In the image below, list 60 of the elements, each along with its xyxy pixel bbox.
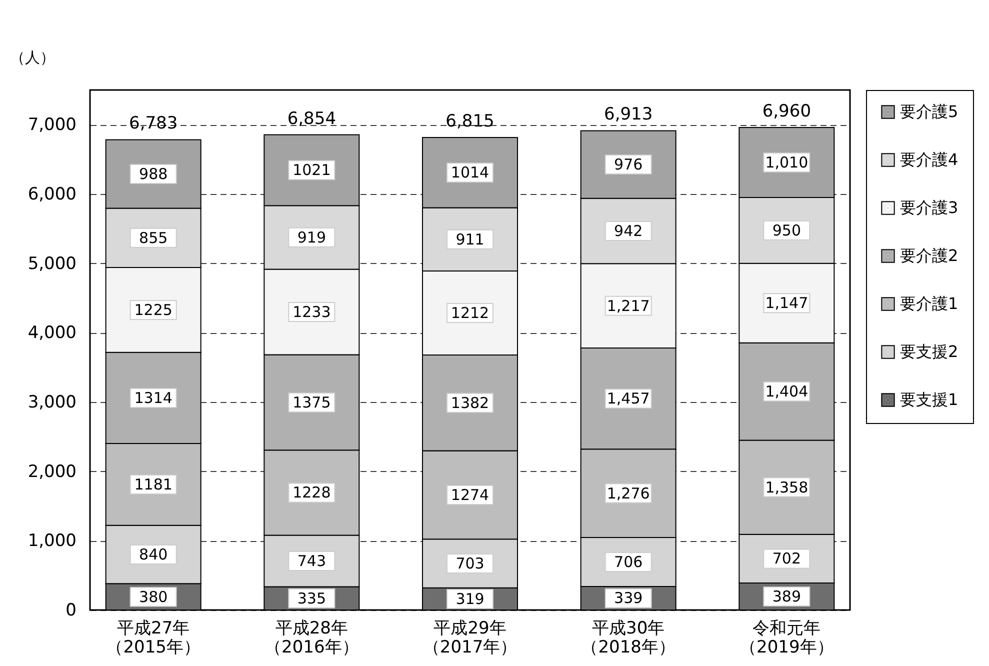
data-label: 1,457 [606,390,650,408]
x-tick-label: 平成28年（2016年） [264,618,359,658]
data-label: 1314 [134,388,172,407]
data-label: 942 [614,222,643,240]
data-label: 335 [297,589,326,608]
data-label: 1228 [292,484,331,502]
data-label: 988 [139,164,168,183]
y-tick-label: 4,000 [28,323,76,344]
data-label: 702 [772,550,801,568]
total-label: 6,913 [604,104,653,125]
data-label: 389 [772,588,801,606]
data-label: 1375 [292,393,331,412]
x-tick-label: 平成29年（2017年） [422,618,518,658]
data-label: 855 [139,228,168,247]
total-label: 6,960 [762,101,812,122]
data-label: 1,276 [606,484,650,502]
legend-label: 要介護3 [900,198,958,217]
data-label: 919 [297,228,326,246]
y-tick-label: 0 [66,600,76,620]
legend-label: 要支援2 [900,342,958,361]
data-label: 1,358 [765,478,808,496]
data-label: 840 [139,546,168,564]
total-label: 6,854 [287,108,336,129]
data-label: 1274 [450,486,490,504]
data-label: 1382 [450,394,490,412]
data-label: 950 [772,221,801,240]
data-label: 976 [614,156,643,174]
data-label: 1014 [450,164,490,182]
y-tick-label: 5,000 [28,254,76,274]
data-label: 339 [614,589,643,608]
y-tick-label: 1,000 [28,531,76,552]
data-label: 911 [456,230,484,248]
data-label: 380 [139,588,168,606]
y-tick-label: 3,000 [28,392,76,412]
data-label: 1212 [450,304,490,322]
data-label: 1,217 [606,296,650,315]
data-label: 1233 [292,303,331,322]
y-tick-label: 7,000 [28,115,76,136]
data-label: 1,147 [765,294,808,312]
y-tick-label: 6,000 [28,184,76,204]
legend-label: 要介護4 [900,150,958,169]
data-label: 706 [614,553,643,572]
data-label: 1,404 [765,382,808,401]
data-label: 1021 [292,161,331,180]
x-tick-label: 令和元年（2019年） [740,618,834,658]
y-tick-label: 2,000 [28,462,76,482]
legend-label: 要介護5 [900,102,958,121]
legend-label: 要介護1 [900,294,958,313]
legend-label: 要支援1 [900,390,958,409]
x-tick-label: 平成27年（2015年） [106,618,200,658]
data-label: 1225 [134,300,172,319]
data-label: 703 [456,554,484,573]
data-label: 1181 [134,475,172,494]
legend-label: 要介護2 [900,246,958,265]
total-label: 6,815 [446,111,494,132]
x-tick-label: 平成30年（2018年） [581,618,676,658]
y-axis-title: （人） [10,48,55,66]
data-label: 319 [456,590,484,608]
data-label: 743 [297,552,326,570]
data-label: 1,010 [765,153,808,172]
